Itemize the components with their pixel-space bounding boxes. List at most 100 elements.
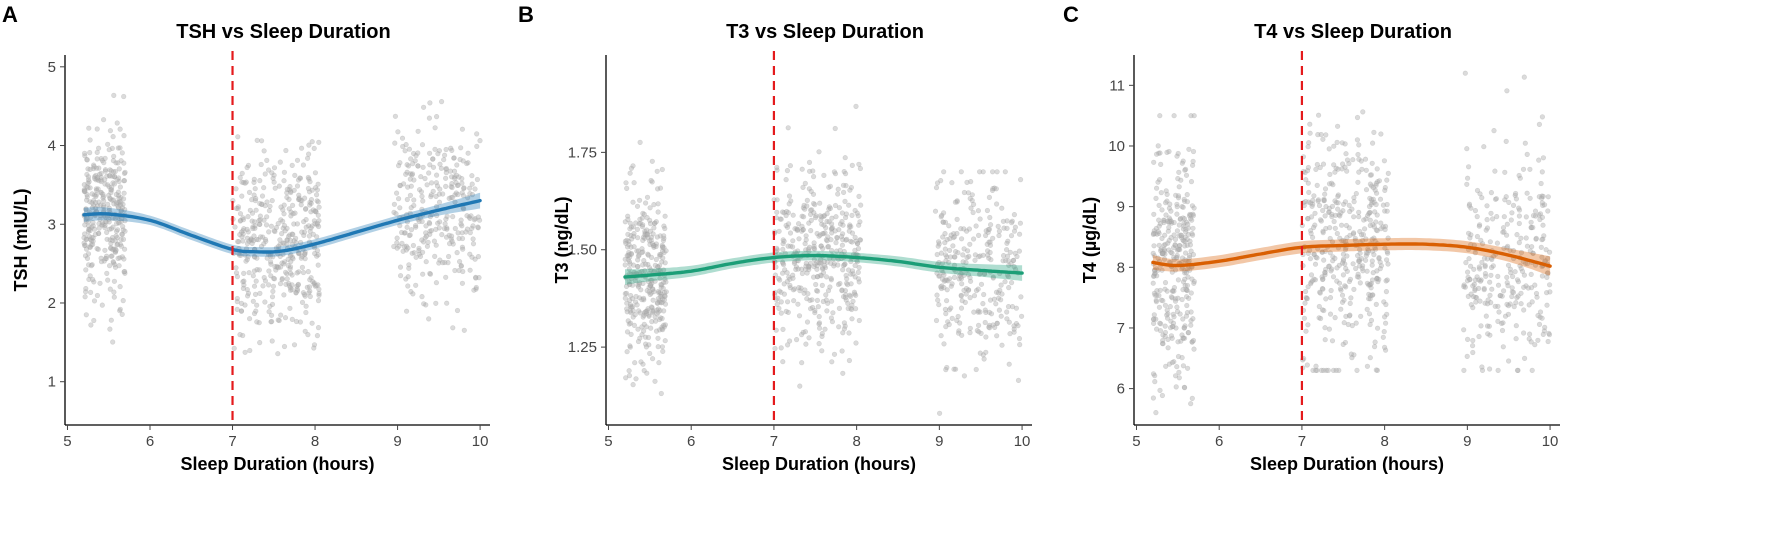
data-point-g2	[442, 221, 448, 227]
data-point-g2	[458, 221, 464, 227]
data-point-g2	[964, 248, 971, 254]
data-point-g1	[1307, 256, 1313, 262]
data-point-g0	[105, 141, 111, 147]
data-point-g0	[106, 263, 113, 269]
data-point-g0	[635, 308, 642, 314]
data-point-g1	[812, 215, 819, 221]
data-point-g0	[1162, 329, 1168, 336]
data-point-g0	[1151, 312, 1157, 318]
data-point-g2	[1494, 240, 1500, 246]
data-point-g2	[1505, 283, 1511, 289]
data-point-g1	[245, 214, 251, 220]
data-point-g0	[657, 289, 663, 296]
data-point-g0	[94, 203, 101, 209]
data-point-g1	[277, 281, 284, 287]
data-point-g2	[1487, 239, 1493, 245]
data-point-g0	[651, 202, 657, 208]
data-point-g1	[853, 340, 859, 346]
data-point-g0	[637, 310, 643, 316]
data-point-g1	[252, 254, 258, 260]
data-point-g0	[661, 245, 667, 251]
data-point-g2	[1467, 263, 1474, 269]
data-point-g1	[849, 268, 856, 274]
data-point-g1	[239, 193, 245, 199]
data-point-g1	[774, 301, 780, 308]
data-point-g1	[298, 239, 304, 246]
data-point-g0	[636, 295, 643, 301]
data-point-g2	[427, 100, 433, 106]
data-point-g2	[942, 277, 948, 283]
data-point-g2	[1476, 333, 1482, 340]
data-point-g2	[449, 238, 455, 245]
data-point-g1	[299, 198, 305, 204]
data-point-g2	[411, 202, 417, 209]
data-point-g0	[116, 166, 122, 172]
data-point-g1	[1315, 112, 1322, 118]
data-point-g0	[628, 165, 635, 171]
data-point-g0	[100, 195, 106, 201]
data-point-g0	[1153, 185, 1160, 191]
data-point-g0	[1173, 384, 1179, 390]
data-point-g2	[427, 228, 433, 234]
data-point-g1	[809, 304, 816, 311]
data-point-g2	[1530, 224, 1536, 231]
data-point-g0	[1180, 204, 1186, 210]
data-point-g2	[976, 329, 982, 335]
data-point-g1	[852, 274, 858, 280]
data-point-g0	[629, 296, 636, 302]
data-point-g2	[450, 241, 456, 247]
data-point-g0	[626, 266, 632, 272]
data-point-g2	[1016, 336, 1023, 342]
data-point-g1	[819, 348, 825, 354]
data-point-g1	[817, 260, 823, 266]
data-point-g1	[775, 295, 781, 301]
panel-label: B	[518, 2, 534, 27]
data-point-g1	[296, 250, 302, 256]
data-point-g0	[81, 231, 88, 237]
data-point-g0	[94, 292, 100, 299]
data-point-g1	[299, 229, 305, 235]
data-point-g0	[1191, 205, 1197, 211]
data-point-g2	[472, 216, 478, 222]
data-point-g1	[774, 164, 780, 170]
data-point-g1	[316, 218, 322, 224]
data-point-g0	[87, 137, 93, 143]
data-point-g1	[816, 314, 822, 320]
data-point-g0	[645, 278, 651, 285]
data-point-g2	[1466, 256, 1472, 262]
data-point-g2	[1484, 203, 1490, 209]
data-point-g0	[93, 193, 99, 199]
data-point-g2	[1016, 231, 1023, 237]
data-point-g0	[659, 315, 665, 322]
data-point-g1	[800, 205, 807, 211]
data-point-g1	[272, 228, 278, 235]
data-point-g1	[302, 251, 308, 257]
x-axis-title: Sleep Duration (hours)	[1250, 454, 1444, 474]
data-point-g0	[1186, 252, 1193, 258]
data-point-g2	[1478, 237, 1484, 243]
data-point-g1	[243, 179, 249, 185]
data-point-g1	[314, 220, 321, 226]
data-point-g2	[1462, 70, 1468, 76]
data-point-g1	[238, 252, 244, 258]
data-point-g1	[814, 297, 821, 304]
data-point-g1	[797, 383, 803, 389]
data-point-g1	[302, 249, 308, 255]
data-point-g0	[623, 290, 630, 296]
data-point-g0	[83, 197, 90, 203]
data-point-g0	[1191, 113, 1197, 119]
data-point-g1	[302, 251, 308, 257]
data-point-g0	[626, 368, 632, 374]
data-point-g0	[659, 294, 665, 300]
data-point-g1	[1366, 203, 1373, 210]
data-point-g1	[820, 266, 826, 272]
data-point-g2	[975, 309, 981, 315]
data-point-g0	[660, 348, 666, 355]
data-point-g0	[653, 256, 659, 263]
data-point-g1	[796, 313, 803, 319]
data-point-g1	[803, 341, 809, 347]
data-point-g0	[624, 306, 630, 312]
data-point-g2	[986, 226, 993, 232]
data-point-g1	[1354, 367, 1360, 374]
data-point-g2	[401, 244, 408, 250]
